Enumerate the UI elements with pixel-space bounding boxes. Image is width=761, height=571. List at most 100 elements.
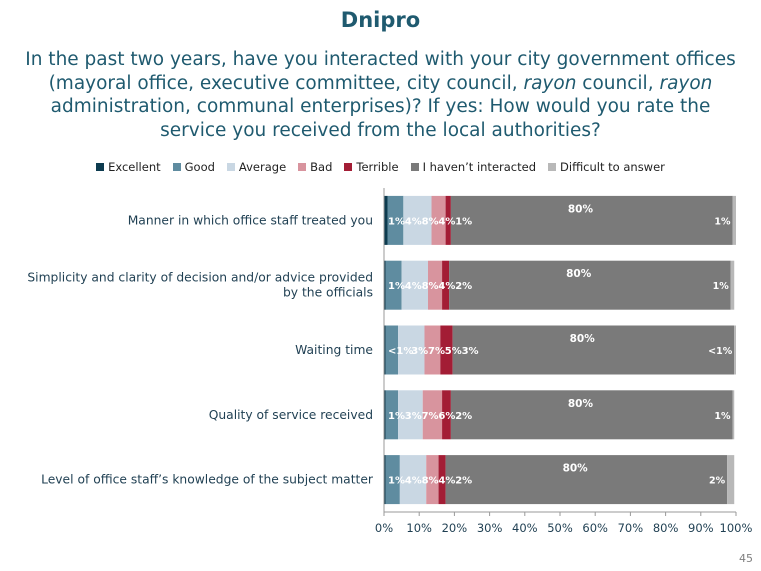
bar-segment xyxy=(384,260,386,310)
data-label: 3% xyxy=(462,346,479,357)
subtitle-part: council, xyxy=(576,72,660,94)
legend-label: Difficult to answer xyxy=(560,160,665,174)
bar-segment xyxy=(445,455,728,505)
data-label: 4% xyxy=(405,281,422,292)
bar-segment xyxy=(385,325,399,375)
data-label-main: 80% xyxy=(566,268,592,280)
data-label: 4% xyxy=(405,216,422,227)
x-tick-label: 100% xyxy=(720,521,753,535)
bar-segment xyxy=(449,260,731,310)
category-label: Waiting time xyxy=(295,343,373,357)
bar-segment xyxy=(384,195,388,245)
data-label-main: 80% xyxy=(570,333,596,345)
chart-question: In the past two years, have you interact… xyxy=(20,48,741,142)
x-tick-label: 90% xyxy=(688,521,714,535)
data-label: <1% xyxy=(708,346,733,357)
data-label: 6% xyxy=(438,411,455,422)
x-tick-label: 50% xyxy=(547,521,573,535)
bar-segment xyxy=(426,455,439,505)
category-label: Level of office staff’s knowledge of the… xyxy=(41,473,374,487)
x-tick-label: 0% xyxy=(375,521,393,535)
x-tick-label: 10% xyxy=(406,521,432,535)
legend-item: Average xyxy=(226,160,287,174)
bar-segment xyxy=(431,195,446,245)
legend-item: Good xyxy=(172,160,215,174)
bar-segment xyxy=(424,325,441,375)
legend-item: Excellent xyxy=(96,160,161,174)
legend-item: I haven’t interacted xyxy=(410,160,537,174)
bar-segment xyxy=(428,260,443,310)
bar-segment xyxy=(398,325,425,375)
data-label: 2% xyxy=(455,476,472,487)
bar-segment xyxy=(384,325,386,375)
data-label: 4% xyxy=(405,476,422,487)
data-label: 2% xyxy=(455,411,472,422)
legend-label: Excellent xyxy=(108,160,161,174)
subtitle-part: administration, communal enterprises)? I… xyxy=(50,96,711,141)
data-label: 7% xyxy=(422,411,439,422)
category-label: Quality of service received xyxy=(209,408,373,422)
data-label: 1% xyxy=(714,411,731,422)
data-label: 2% xyxy=(455,281,472,292)
legend-label: Terrible xyxy=(356,160,399,174)
legend-swatch xyxy=(96,163,105,171)
x-tick-label: 60% xyxy=(582,521,608,535)
bar-segment xyxy=(387,195,404,245)
data-label: 1% xyxy=(714,216,731,227)
data-label: 5% xyxy=(445,346,462,357)
x-tick-label: 30% xyxy=(477,521,503,535)
data-label: 8% xyxy=(422,281,439,292)
legend-label: Bad xyxy=(310,160,333,174)
legend-item: Terrible xyxy=(344,160,399,174)
page-number: 45 xyxy=(739,552,753,565)
page-title: Dnipro xyxy=(340,8,421,32)
legend-label: Good xyxy=(184,160,215,174)
data-label: <1% xyxy=(388,346,413,357)
data-label: 8% xyxy=(422,216,439,227)
legend-swatch xyxy=(410,163,419,171)
subtitle-part: rayon xyxy=(523,72,577,94)
bar-segment xyxy=(399,455,427,505)
legend-item: Difficult to answer xyxy=(548,160,665,174)
data-label: 2% xyxy=(709,476,726,487)
data-label: 1% xyxy=(388,411,405,422)
data-label: 1% xyxy=(388,476,405,487)
bar-segment xyxy=(401,260,428,310)
bar-segment xyxy=(384,455,386,505)
data-label-main: 80% xyxy=(568,398,594,410)
data-label: 1% xyxy=(713,281,730,292)
data-label: 4% xyxy=(438,281,455,292)
bar-segment xyxy=(452,325,735,375)
bar-segment xyxy=(398,390,423,440)
bar-segment xyxy=(385,260,402,310)
bar-segment xyxy=(385,390,399,440)
bar-segment xyxy=(730,260,735,310)
x-tick-label: 70% xyxy=(618,521,644,535)
data-label: 3% xyxy=(405,411,422,422)
bar-segment xyxy=(732,195,736,245)
x-tick-label: 40% xyxy=(512,521,538,535)
legend-swatch xyxy=(172,163,181,171)
data-label-main: 80% xyxy=(563,463,589,475)
legend-label: Average xyxy=(238,160,287,174)
legend-swatch xyxy=(226,163,235,171)
bar-segment xyxy=(734,325,736,375)
data-label: 1% xyxy=(455,216,472,227)
data-label: 1% xyxy=(388,281,405,292)
data-label: 7% xyxy=(428,346,445,357)
data-label: 3% xyxy=(411,346,428,357)
bar-segment xyxy=(384,390,386,440)
bar-segment xyxy=(403,195,432,245)
data-label: 1% xyxy=(388,216,405,227)
data-label: 8% xyxy=(422,476,439,487)
legend-swatch xyxy=(344,163,353,171)
bar-segment xyxy=(727,455,735,505)
bar-segment xyxy=(442,260,450,310)
bar-segment xyxy=(445,195,451,245)
data-label: 4% xyxy=(438,476,455,487)
legend-label: I haven’t interacted xyxy=(422,160,537,174)
category-label: Simplicity and clarity of decision and/o… xyxy=(27,271,373,300)
bar-segment xyxy=(442,390,451,440)
bar-segment xyxy=(732,390,735,440)
